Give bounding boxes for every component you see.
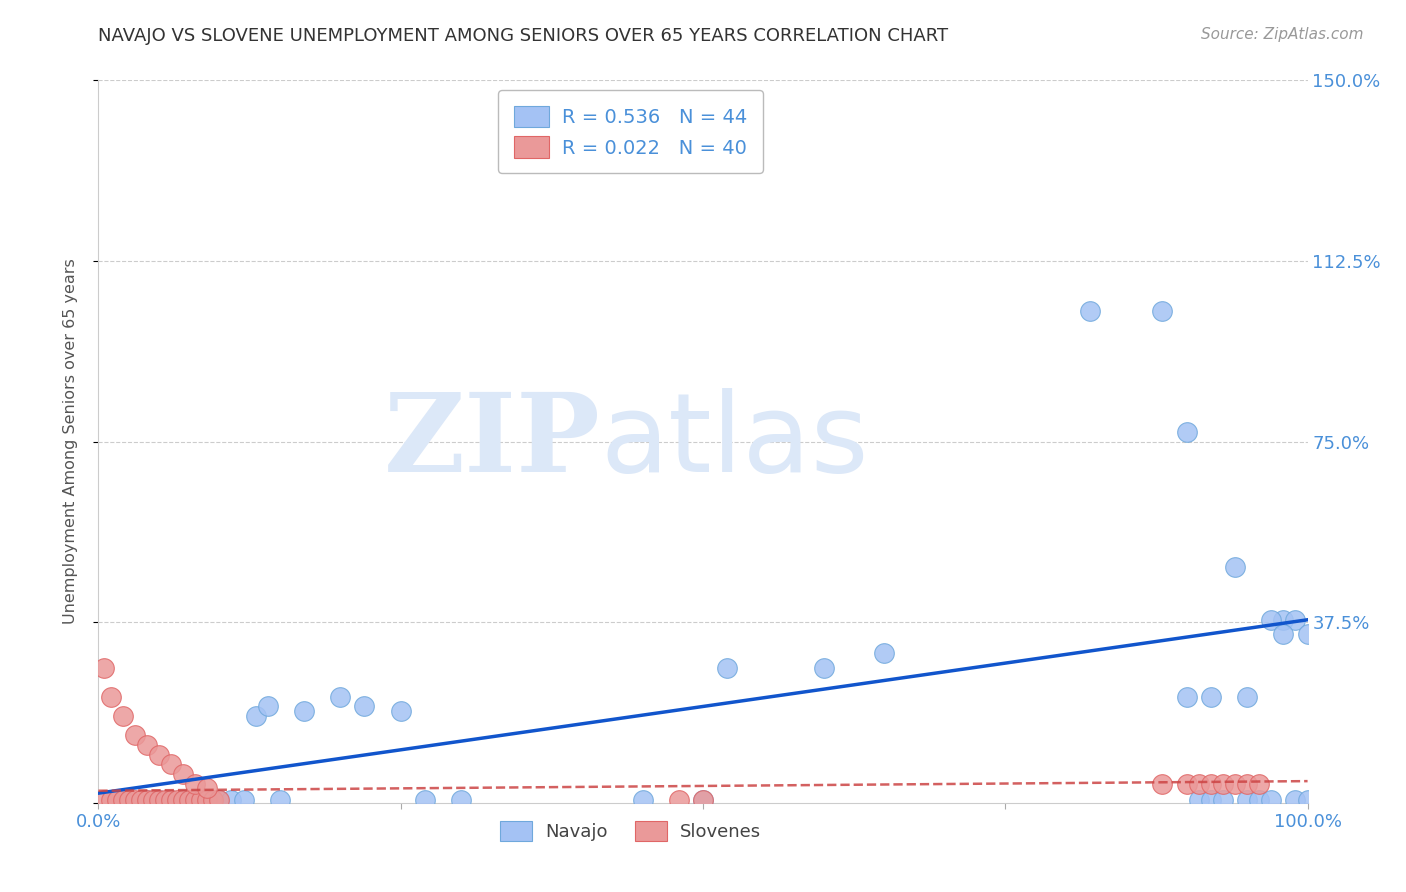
Point [148, 747, 170, 762]
Point [172, 793, 194, 807]
Point [93, 793, 115, 807]
Point [1272, 613, 1295, 627]
Point [93, 661, 115, 675]
Point [118, 793, 141, 807]
Point [195, 781, 218, 796]
Point [1175, 690, 1198, 704]
Point [1223, 776, 1246, 790]
Point [129, 793, 152, 807]
Point [184, 776, 207, 790]
Point [413, 793, 436, 807]
Point [716, 661, 738, 675]
Point [329, 690, 352, 704]
Point [184, 793, 207, 807]
Text: NAVAJO VS SLOVENE UNEMPLOYMENT AMONG SENIORS OVER 65 YEARS CORRELATION CHART: NAVAJO VS SLOVENE UNEMPLOYMENT AMONG SEN… [98, 27, 949, 45]
Point [1272, 627, 1295, 641]
Point [111, 793, 134, 807]
Point [1296, 793, 1319, 807]
Point [389, 704, 412, 718]
Point [269, 793, 291, 807]
Point [221, 793, 243, 807]
Point [124, 793, 146, 807]
Point [1223, 559, 1246, 574]
Point [1212, 776, 1234, 790]
Point [135, 793, 157, 807]
Point [166, 793, 188, 807]
Point [1236, 776, 1258, 790]
Point [1296, 627, 1319, 641]
Point [1078, 304, 1101, 318]
Point [1260, 613, 1282, 627]
Point [1175, 776, 1198, 790]
Text: ZIP: ZIP [384, 388, 600, 495]
Point [1260, 793, 1282, 807]
Point [1199, 776, 1222, 790]
Point [208, 793, 231, 807]
Point [105, 793, 128, 807]
Point [245, 709, 267, 723]
Point [1249, 776, 1271, 790]
Point [1175, 425, 1198, 439]
Point [631, 793, 654, 807]
Point [1152, 776, 1174, 790]
Point [813, 661, 835, 675]
Point [160, 793, 183, 807]
Point [100, 690, 122, 704]
Point [256, 699, 278, 714]
Point [1188, 776, 1211, 790]
Point [172, 793, 194, 807]
Point [668, 793, 690, 807]
Point [172, 767, 194, 781]
Point [142, 793, 165, 807]
Point [124, 728, 146, 742]
Point [1212, 793, 1234, 807]
Point [1199, 793, 1222, 807]
Y-axis label: Unemployment Among Seniors over 65 years: Unemployment Among Seniors over 65 years [63, 259, 77, 624]
Point [135, 738, 157, 752]
Point [153, 793, 176, 807]
Point [1284, 613, 1306, 627]
Point [208, 793, 231, 807]
Point [1188, 793, 1211, 807]
Point [195, 793, 218, 807]
Point [292, 704, 315, 718]
Point [873, 647, 896, 661]
Point [232, 793, 254, 807]
Point [111, 709, 134, 723]
Point [1236, 793, 1258, 807]
Point [160, 793, 183, 807]
Point [202, 793, 225, 807]
Point [1152, 304, 1174, 318]
Point [148, 793, 170, 807]
Point [1199, 690, 1222, 704]
Legend: Navajo, Slovenes: Navajo, Slovenes [492, 814, 768, 848]
Point [111, 793, 134, 807]
Point [692, 793, 714, 807]
Point [160, 757, 183, 772]
Point [100, 793, 122, 807]
Point [135, 793, 157, 807]
Point [1236, 690, 1258, 704]
Point [1284, 793, 1306, 807]
Point [179, 793, 201, 807]
Point [148, 793, 170, 807]
Text: atlas: atlas [600, 388, 869, 495]
Point [184, 793, 207, 807]
Point [190, 793, 212, 807]
Point [692, 793, 714, 807]
Point [1249, 793, 1271, 807]
Point [450, 793, 472, 807]
Text: Source: ZipAtlas.com: Source: ZipAtlas.com [1201, 27, 1364, 42]
Point [195, 793, 218, 807]
Point [353, 699, 375, 714]
